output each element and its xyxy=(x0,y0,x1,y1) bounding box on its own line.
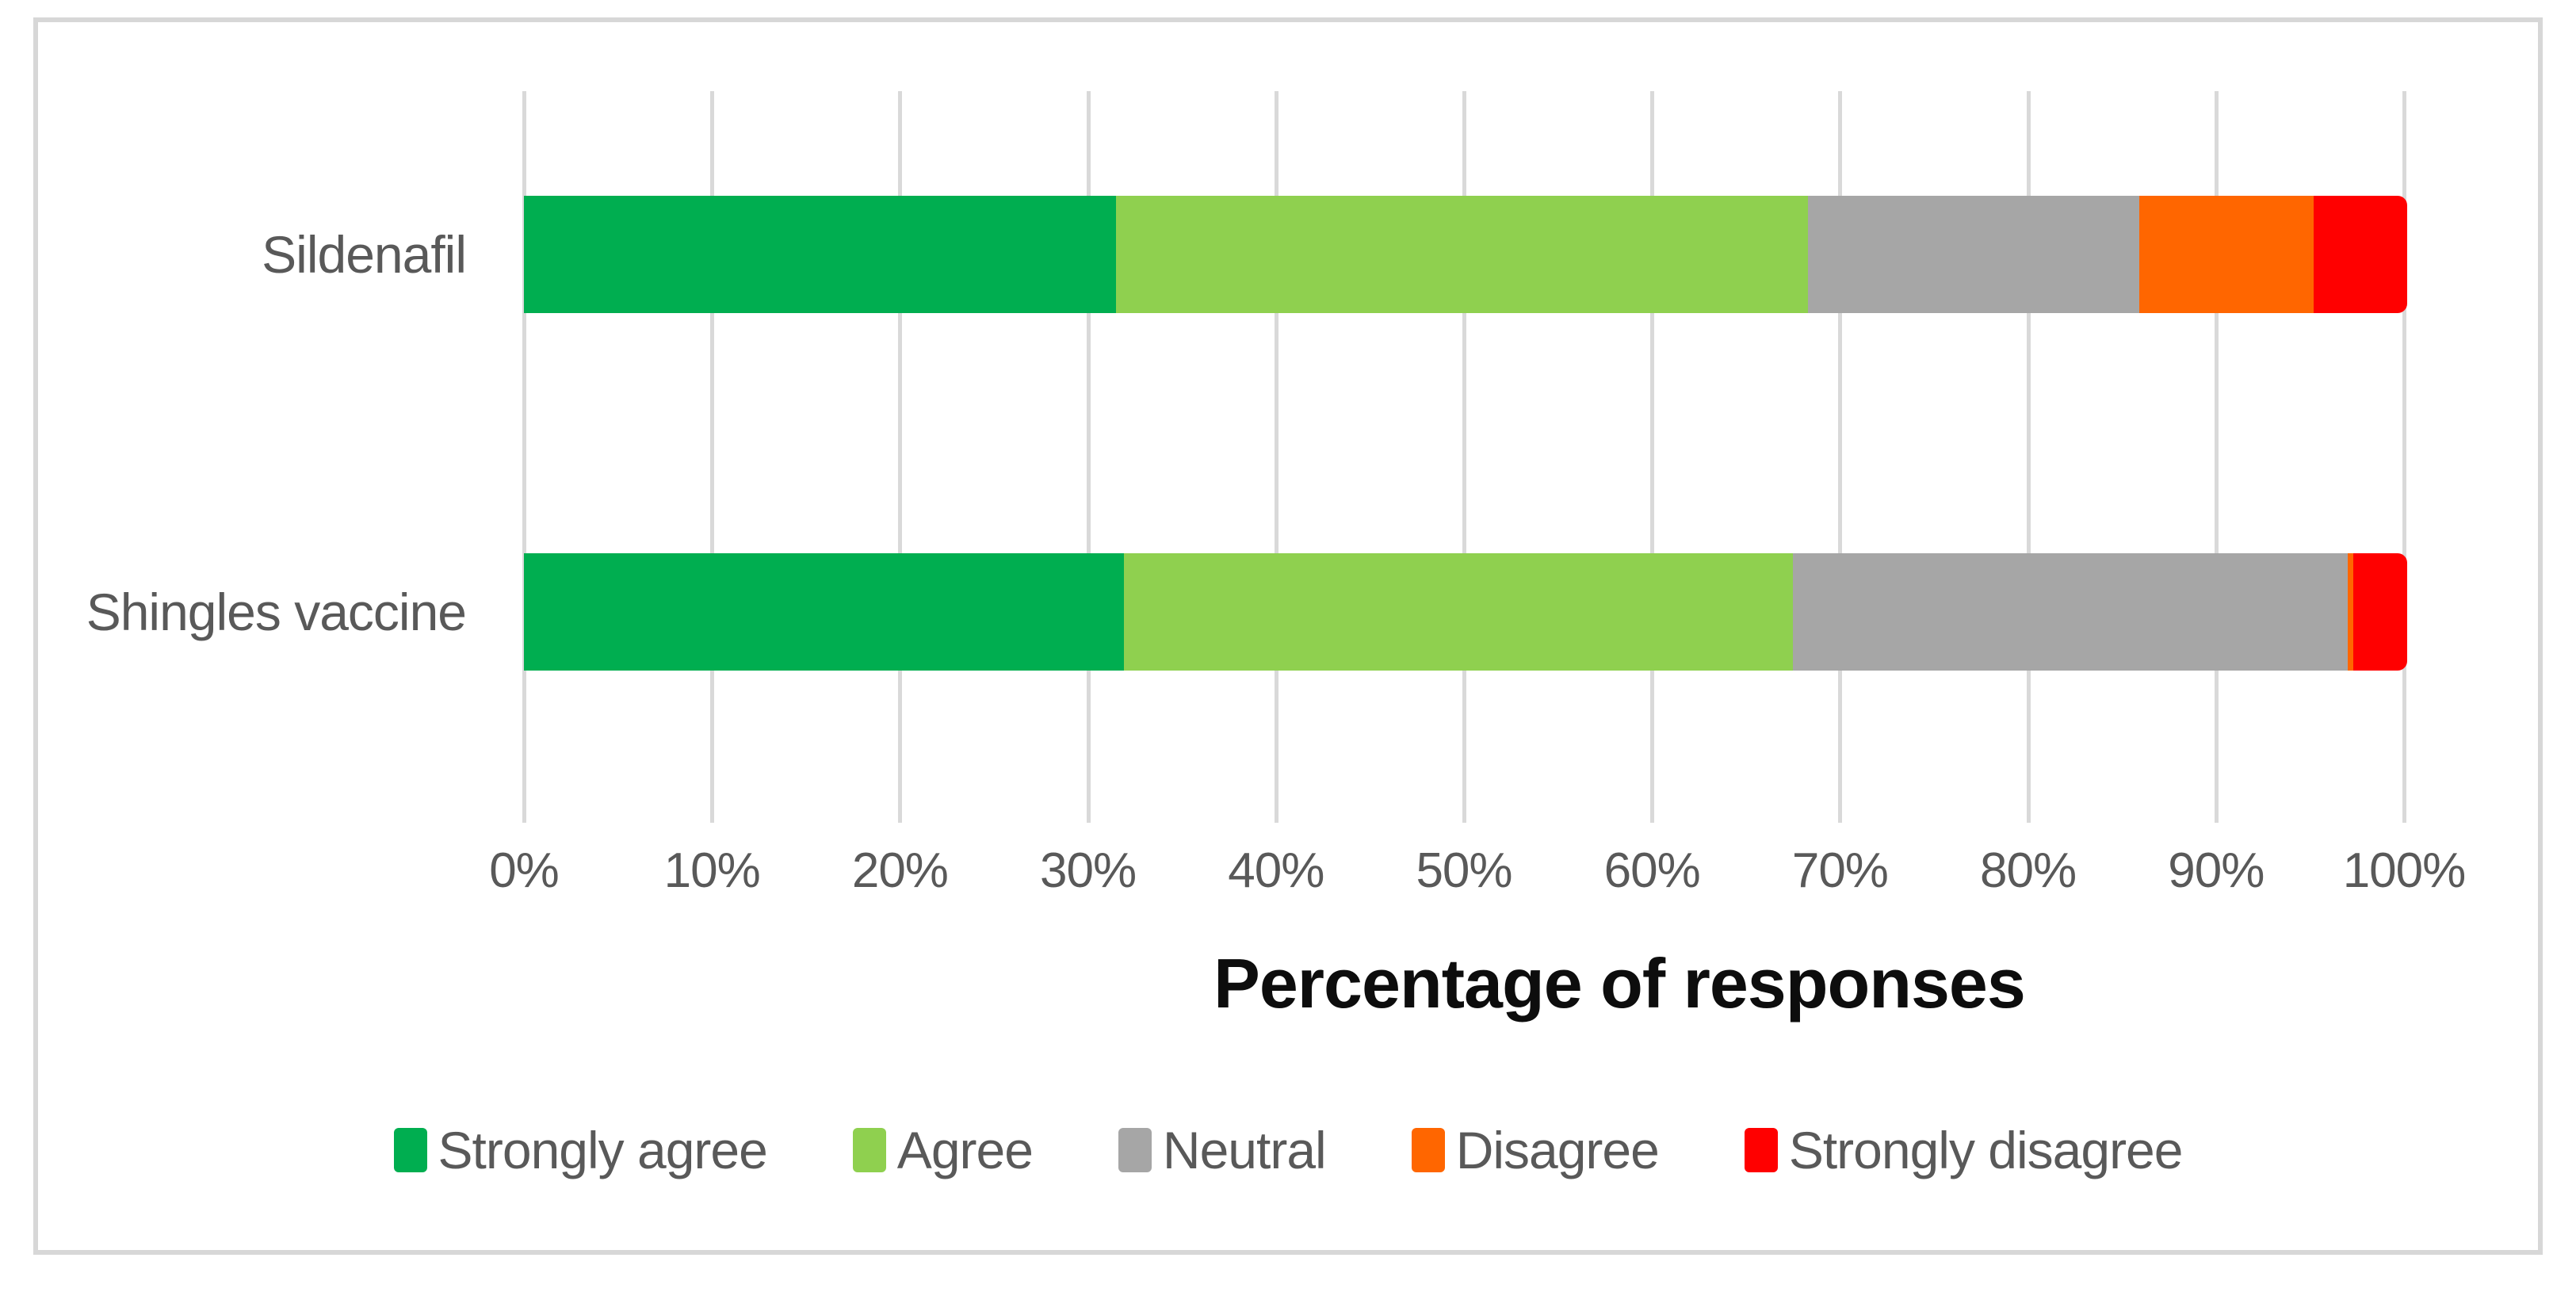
gridlines-layer xyxy=(38,22,2538,1250)
bars-layer xyxy=(38,22,2538,1250)
x-tick-30%: 30% xyxy=(1040,843,1137,898)
gridline-30% xyxy=(1086,91,1091,823)
x-axis-title: Percentage of responses xyxy=(1213,944,2026,1023)
legend-swatch-icon xyxy=(1411,1128,1445,1172)
x-tick-20%: 20% xyxy=(851,843,949,898)
legend-label: Neutral xyxy=(1162,1121,1327,1179)
x-tick-60%: 60% xyxy=(1603,843,1701,898)
category-label-shingles-vaccine: Shingles vaccine xyxy=(86,583,467,641)
segment-disagree xyxy=(2347,553,2353,671)
segment-disagree xyxy=(2138,196,2314,313)
legend-swatch-icon xyxy=(1744,1128,1778,1172)
segment-neutral xyxy=(1808,196,2139,313)
segment-agree xyxy=(1116,196,1809,313)
x-tick-80%: 80% xyxy=(1980,843,2077,898)
segment-strongly-agree xyxy=(524,553,1124,671)
legend-label: Agree xyxy=(896,1121,1034,1179)
segment-agree xyxy=(1123,553,1794,671)
x-tick-100%: 100% xyxy=(2342,843,2467,898)
figure-border: Sildenafil Shingles vaccine 0% 10% 20% 30% 40… xyxy=(33,17,2543,1255)
x-tick-40%: 40% xyxy=(1228,843,1324,898)
legend-swatch-icon xyxy=(1118,1128,1152,1172)
x-tick-90%: 90% xyxy=(2168,843,2265,898)
legend-item-strongly-disagree: Strongly disagree xyxy=(1744,1121,2184,1179)
gridline-70% xyxy=(1838,91,1843,823)
x-tick-10%: 10% xyxy=(663,843,761,898)
segment-strongly-disagree xyxy=(2352,553,2407,671)
x-tick-0%: 0% xyxy=(489,843,560,898)
gridline-0% xyxy=(522,91,526,823)
gridline-90% xyxy=(2214,91,2219,823)
legend-label: Strongly disagree xyxy=(1788,1121,2184,1179)
legend: Strongly agree Agree Neutral Disagree Strong… xyxy=(38,1124,2538,1176)
legend-label: Strongly agree xyxy=(438,1121,768,1179)
gridline-40% xyxy=(1274,91,1278,823)
x-tick-70%: 70% xyxy=(1791,843,1889,898)
gridline-50% xyxy=(1462,91,1466,823)
segment-strongly-agree xyxy=(524,196,1117,313)
category-label-sildenafil: Sildenafil xyxy=(262,225,467,284)
gridline-100% xyxy=(2402,91,2406,823)
gridline-10% xyxy=(710,91,715,823)
legend-label: Disagree xyxy=(1455,1121,1660,1179)
gridline-20% xyxy=(898,91,903,823)
legend-item-strongly-agree: Strongly agree xyxy=(393,1121,768,1179)
legend-item-agree: Agree xyxy=(852,1121,1034,1179)
category-axis: Sildenafil Shingles vaccine xyxy=(38,22,2538,1250)
legend-item-neutral: Neutral xyxy=(1118,1121,1327,1179)
x-axis-ticks: 0% 10% 20% 30% 40% 50% 60% 70% 80% 90% 100% xyxy=(38,22,2538,1250)
legend-swatch-icon xyxy=(852,1128,886,1172)
segment-strongly-disagree xyxy=(2314,196,2407,313)
x-tick-50%: 50% xyxy=(1416,843,1512,898)
legend-item-disagree: Disagree xyxy=(1411,1121,1660,1179)
gridline-80% xyxy=(2026,91,2031,823)
gridline-60% xyxy=(1650,91,1655,823)
legend-swatch-icon xyxy=(393,1128,427,1172)
segment-neutral xyxy=(1793,553,2348,671)
